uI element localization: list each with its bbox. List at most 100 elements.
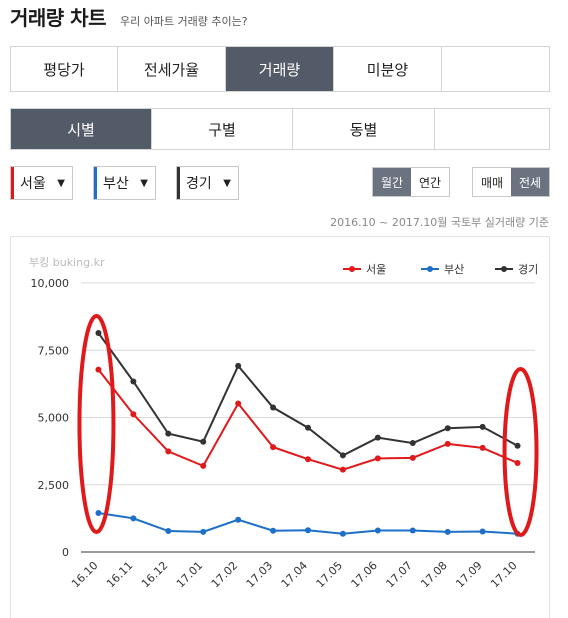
caret-down-icon: ▼	[57, 177, 65, 189]
data-point	[409, 454, 416, 461]
tab-unsold[interactable]: 미분양	[334, 47, 442, 91]
metric-tab-bar: 평당가 전세가율 거래량 미분양	[10, 46, 550, 92]
data-point	[444, 425, 451, 432]
data-point	[270, 444, 277, 451]
period-toggle: 월간 연간	[372, 167, 450, 197]
data-point	[305, 456, 311, 463]
page-header: 거래량 차트 우리 아파트 거래량 추이는?	[10, 2, 248, 30]
series-color-marker	[94, 167, 97, 199]
data-point	[270, 527, 277, 534]
data-point	[200, 528, 207, 535]
tab-by-district[interactable]: 구별	[152, 109, 293, 149]
y-tick-label: 7,500	[38, 344, 70, 357]
legend-label: 경기	[518, 263, 538, 276]
data-point	[130, 378, 137, 385]
period-yearly-button[interactable]: 연간	[418, 175, 442, 190]
page-title: 거래량 차트	[10, 6, 106, 30]
x-tick-label: 16.11	[104, 559, 135, 590]
data-point	[339, 452, 346, 459]
x-tick-label: 17.07	[383, 559, 414, 590]
data-point	[235, 516, 242, 523]
data-point	[305, 527, 311, 534]
legend-swatch-point	[349, 266, 355, 272]
x-tick-label: 17.04	[279, 559, 310, 590]
data-point	[374, 527, 381, 534]
data-source-note: 2016.10 ~ 2017.10월 국토부 실거래량 기준	[330, 216, 549, 229]
watermark: 부킹 buking.kr	[29, 256, 105, 269]
x-tick-label: 16.12	[139, 559, 170, 590]
x-tick-label: 17.02	[209, 559, 240, 590]
data-point	[514, 459, 521, 466]
region-select-label: 부산	[103, 176, 129, 192]
legend-label: 서울	[366, 263, 386, 276]
data-point	[95, 330, 102, 337]
series-color-marker	[177, 167, 180, 199]
x-tick-label: 17.03	[244, 559, 275, 590]
data-point	[374, 455, 381, 462]
data-point	[165, 430, 172, 437]
data-point	[165, 448, 172, 455]
data-point	[165, 528, 172, 535]
x-tick-label: 16.10	[69, 559, 100, 590]
x-tick-label: 17.09	[453, 559, 484, 590]
data-point	[95, 366, 102, 373]
data-point	[444, 440, 451, 447]
y-tick-label: 5,000	[38, 412, 70, 425]
tab-transaction-volume[interactable]: 거래량	[226, 47, 334, 91]
y-tick-label: 0	[62, 546, 69, 559]
y-tick-label: 10,000	[31, 277, 70, 290]
data-point	[235, 362, 242, 369]
data-point	[130, 515, 137, 522]
data-point	[479, 444, 486, 451]
x-tick-label: 17.01	[174, 559, 205, 590]
tab-price-per-pyeong[interactable]: 평당가	[11, 47, 118, 91]
deal-type-toggle: 매매 전세	[472, 167, 550, 197]
region-select-seoul[interactable]: 서울 ▼	[10, 166, 73, 200]
legend-swatch-point	[427, 266, 433, 272]
region-select-label: 서울	[20, 176, 46, 192]
region-select-label: 경기	[186, 176, 212, 192]
y-tick-label: 2,500	[38, 479, 70, 492]
deal-jeonse-button[interactable]: 전세	[511, 168, 549, 196]
tab-empty	[442, 47, 549, 91]
data-point	[200, 438, 207, 445]
tab-jeonse-ratio[interactable]: 전세가율	[118, 47, 226, 91]
data-point	[270, 404, 277, 411]
annotation-ellipse	[77, 314, 116, 534]
tab-by-neighborhood[interactable]: 동별	[293, 109, 435, 149]
caret-down-icon: ▼	[140, 177, 148, 189]
data-point	[305, 424, 311, 431]
series-line	[97, 369, 518, 471]
data-point	[409, 527, 416, 534]
data-point	[339, 466, 346, 473]
legend-label: 부산	[444, 263, 464, 276]
series-line	[97, 332, 519, 457]
data-point	[130, 411, 137, 418]
data-point	[444, 528, 451, 535]
data-point	[200, 462, 207, 469]
page-subtitle: 우리 아파트 거래량 추이는?	[119, 15, 248, 28]
data-point	[514, 442, 521, 449]
tab-empty	[435, 109, 549, 149]
deal-sale-button[interactable]: 매매	[480, 175, 504, 190]
data-point	[409, 440, 416, 447]
x-tick-label: 17.08	[418, 559, 449, 590]
data-point	[479, 528, 486, 535]
x-tick-label: 17.05	[314, 559, 345, 590]
data-point	[479, 423, 486, 430]
annotation-ellipse	[502, 367, 539, 537]
caret-down-icon: ▼	[223, 177, 231, 189]
tab-by-city[interactable]: 시별	[11, 109, 152, 149]
legend-swatch-point	[501, 266, 507, 272]
level-tab-bar: 시별 구별 동별	[10, 108, 550, 150]
data-point	[374, 434, 381, 441]
volume-chart: 부킹 buking.kr 0 2,500 5,000 7,500 10,000 16.10…	[10, 236, 550, 618]
x-tick-label: 17.06	[349, 559, 380, 590]
region-select-busan[interactable]: 부산 ▼	[93, 166, 156, 200]
period-monthly-button[interactable]: 월간	[373, 168, 411, 196]
data-point	[95, 509, 102, 516]
x-tick-label: 17.10	[488, 559, 519, 590]
data-point	[235, 400, 242, 407]
region-select-gyeonggi[interactable]: 경기 ▼	[176, 166, 239, 200]
